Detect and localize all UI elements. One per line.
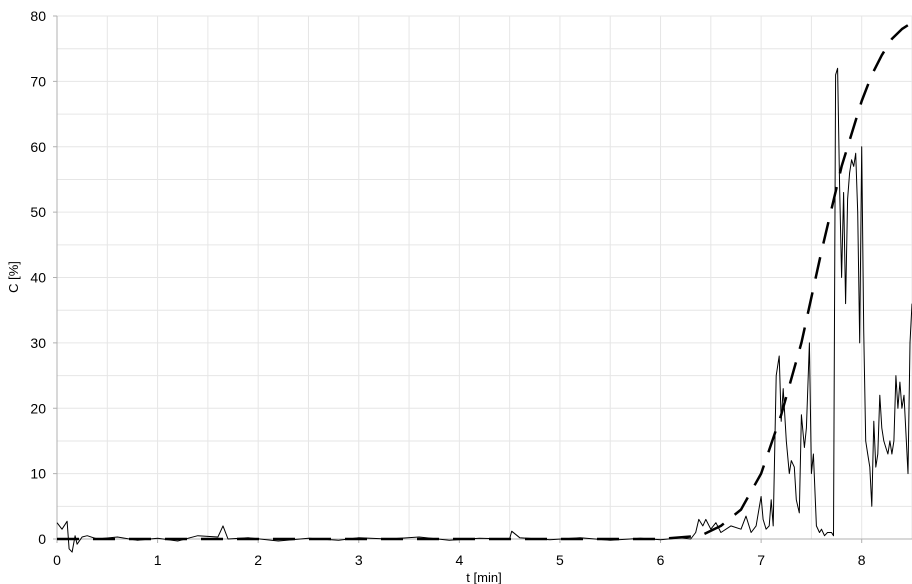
x-tick-label: 7: [757, 552, 765, 568]
x-tick-label: 8: [858, 552, 866, 568]
y-tick-label: 20: [30, 400, 46, 416]
y-tick-labels: 0 10 20 30 40 50 60 70 80: [30, 8, 46, 547]
y-tick-label: 30: [30, 335, 46, 351]
y-tick-label: 10: [30, 466, 46, 482]
series-line-dashed: [57, 21, 912, 541]
x-tick-label: 3: [355, 552, 363, 568]
y-tick-label: 80: [30, 8, 46, 24]
x-tick-label: 6: [657, 552, 665, 568]
x-axis-label: t [min]: [466, 570, 501, 584]
x-tick-label: 5: [556, 552, 564, 568]
y-tick-label: 70: [30, 73, 46, 89]
y-axis-label: C [%]: [6, 261, 21, 293]
x-tick-label: 4: [455, 552, 463, 568]
y-tick-label: 40: [30, 270, 46, 286]
x-tick-label: 0: [53, 552, 61, 568]
y-tick-label: 60: [30, 139, 46, 155]
axes: [53, 15, 912, 543]
y-tick-label: 0: [38, 531, 46, 547]
grid-lines: [56, 15, 912, 540]
x-tick-label: 2: [254, 552, 262, 568]
x-tick-labels: 0 1 2 3 4 5 6 7 8: [53, 552, 866, 568]
series-group: [56, 21, 912, 553]
x-tick-label: 1: [154, 552, 162, 568]
y-tick-label: 50: [30, 204, 46, 220]
